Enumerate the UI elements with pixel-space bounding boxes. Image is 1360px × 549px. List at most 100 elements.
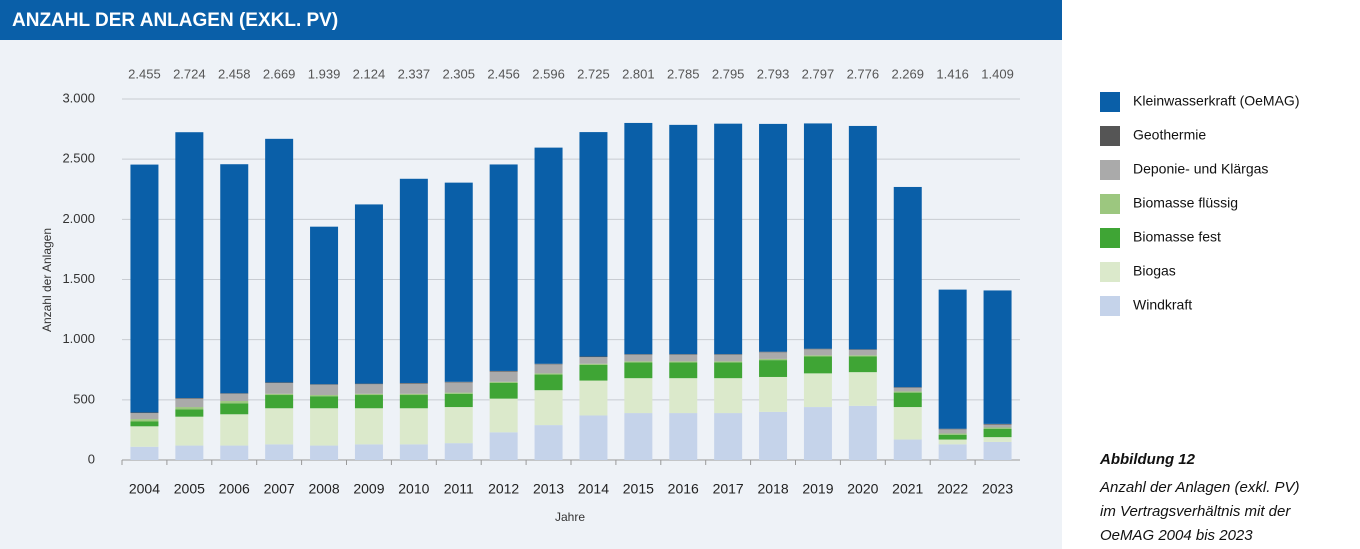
y-tick-label: 1.000 bbox=[62, 331, 95, 346]
bar-segment bbox=[803, 348, 832, 350]
bar-segment bbox=[579, 357, 608, 364]
bar-segment bbox=[669, 378, 698, 414]
bar-segment bbox=[265, 393, 294, 396]
bar-segment bbox=[759, 376, 788, 412]
bar-segment bbox=[175, 398, 204, 399]
bar-segment bbox=[624, 362, 653, 379]
legend-label: Biogas bbox=[1133, 263, 1176, 279]
bar-segment bbox=[175, 132, 204, 399]
bar-segment bbox=[983, 290, 1012, 424]
bar-segment bbox=[310, 408, 339, 446]
x-tick-label: 2023 bbox=[982, 481, 1013, 497]
bar-segment bbox=[444, 393, 473, 408]
bar-segment bbox=[803, 123, 832, 349]
total-label: 2.795 bbox=[712, 66, 745, 81]
bar-segment bbox=[354, 383, 383, 385]
bar-segment bbox=[803, 349, 832, 356]
bar-segment bbox=[310, 445, 339, 460]
bar-segment bbox=[534, 390, 563, 426]
bar-segment bbox=[310, 396, 339, 409]
bar-segment bbox=[759, 360, 788, 377]
x-tick-label: 2009 bbox=[353, 481, 384, 497]
bar-segment bbox=[714, 413, 743, 460]
bar-segment bbox=[938, 444, 967, 460]
x-tick-label: 2006 bbox=[219, 481, 250, 497]
bar-segment bbox=[893, 392, 922, 408]
bar-segment bbox=[130, 413, 159, 420]
bar-segment bbox=[759, 411, 788, 460]
total-label: 2.724 bbox=[173, 66, 206, 81]
x-tick-label: 2022 bbox=[937, 481, 968, 497]
bar-segment bbox=[489, 382, 518, 399]
x-tick-label: 2005 bbox=[174, 481, 205, 497]
bar-segment bbox=[489, 370, 518, 372]
bar-segment bbox=[220, 445, 249, 460]
total-label: 2.596 bbox=[532, 66, 565, 81]
bar-segment bbox=[669, 354, 698, 355]
x-tick-label: 2004 bbox=[129, 481, 160, 497]
legend-label: Deponie- und Klärgas bbox=[1133, 161, 1268, 177]
bar-segment bbox=[220, 403, 249, 415]
y-tick-label: 2.000 bbox=[62, 211, 95, 226]
bar-segment bbox=[265, 395, 294, 409]
bar-segment bbox=[848, 355, 877, 357]
bar-segment bbox=[983, 427, 1012, 429]
legend-swatch bbox=[1100, 296, 1120, 316]
bar-segment bbox=[534, 425, 563, 460]
bar-segment bbox=[130, 426, 159, 447]
x-tick-label: 2014 bbox=[578, 481, 609, 497]
legend-label: Kleinwasserkraft (OeMAG) bbox=[1133, 93, 1299, 109]
bar-segment bbox=[354, 444, 383, 460]
bar-segment bbox=[983, 428, 1012, 438]
bar-segment bbox=[579, 380, 608, 416]
bar-segment bbox=[848, 349, 877, 356]
bar-segment bbox=[848, 125, 877, 350]
bar-segment bbox=[803, 373, 832, 408]
bar-segment bbox=[893, 391, 922, 393]
bar-segment bbox=[489, 398, 518, 433]
bar-segment bbox=[175, 416, 204, 446]
y-tick-label: 1.500 bbox=[62, 271, 95, 286]
bar-segment bbox=[893, 387, 922, 392]
bar-segment bbox=[399, 395, 428, 409]
bar-segment bbox=[354, 393, 383, 396]
bar-segment bbox=[534, 364, 563, 374]
bar-segment bbox=[310, 395, 339, 397]
bar-segment bbox=[444, 381, 473, 383]
bar-segment bbox=[489, 381, 518, 383]
total-label: 1.939 bbox=[308, 66, 341, 81]
total-label: 2.797 bbox=[802, 66, 835, 81]
bar-segment bbox=[354, 408, 383, 445]
bar-segment bbox=[579, 356, 608, 358]
bar-segment bbox=[444, 382, 473, 393]
legend-label: Geothermie bbox=[1133, 127, 1206, 143]
x-tick-label: 2017 bbox=[713, 481, 744, 497]
bar-segment bbox=[175, 398, 204, 408]
bar-segment bbox=[983, 424, 1012, 428]
bar-segment bbox=[220, 414, 249, 446]
bar-segment bbox=[669, 413, 698, 460]
bar-segment bbox=[265, 138, 294, 383]
bar-segment bbox=[624, 354, 653, 355]
x-tick-label: 2021 bbox=[892, 481, 923, 497]
bar-segment bbox=[893, 387, 922, 388]
total-label: 2.725 bbox=[577, 66, 610, 81]
bar-segment bbox=[130, 419, 159, 422]
bar-segment bbox=[310, 384, 339, 396]
y-tick-label: 500 bbox=[73, 391, 95, 406]
bar-segment bbox=[624, 378, 653, 414]
bar-segment bbox=[220, 401, 249, 404]
bar-segment bbox=[534, 373, 563, 375]
bar-segment bbox=[444, 392, 473, 394]
bar-segment bbox=[444, 407, 473, 444]
bar-segment bbox=[938, 433, 967, 435]
bar-segment bbox=[803, 407, 832, 460]
bar-segment bbox=[983, 441, 1012, 460]
total-label: 2.124 bbox=[353, 66, 386, 81]
bar-segment bbox=[534, 147, 563, 364]
total-label: 2.785 bbox=[667, 66, 700, 81]
bar-segment bbox=[759, 358, 788, 361]
bar-segment bbox=[130, 421, 159, 427]
bar-segment bbox=[444, 443, 473, 460]
bar-segment bbox=[265, 382, 294, 383]
